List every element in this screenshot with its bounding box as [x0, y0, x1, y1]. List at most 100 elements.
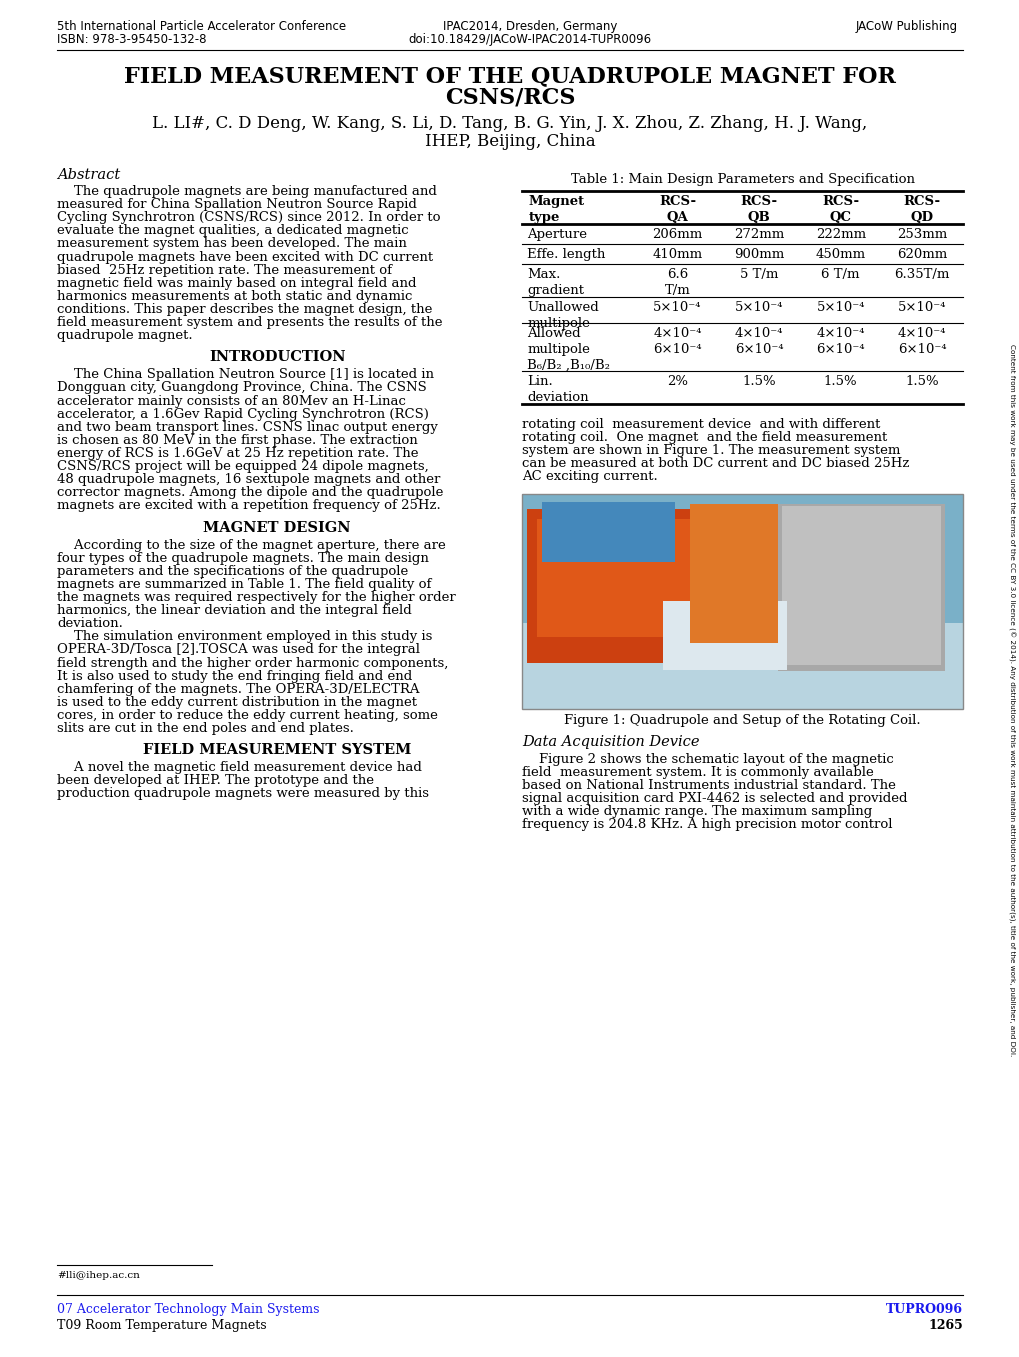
Text: RCS-
QC: RCS- QC [821, 195, 858, 224]
Text: Table 1: Main Design Parameters and Specification: Table 1: Main Design Parameters and Spec… [571, 172, 914, 186]
Text: quadrupole magnet.: quadrupole magnet. [57, 330, 193, 342]
Text: 4×10⁻⁴
6×10⁻⁴: 4×10⁻⁴ 6×10⁻⁴ [897, 327, 946, 356]
Text: 1.5%: 1.5% [742, 375, 775, 388]
Text: and two beam transport lines. CSNS linac output energy: and two beam transport lines. CSNS linac… [57, 421, 437, 434]
Text: 4×10⁻⁴
6×10⁻⁴: 4×10⁻⁴ 6×10⁻⁴ [652, 327, 701, 356]
Text: production quadrupole magnets were measured by this: production quadrupole magnets were measu… [57, 787, 429, 801]
Text: 253mm: 253mm [897, 228, 947, 242]
Text: 450mm: 450mm [815, 248, 865, 261]
Text: 410mm: 410mm [652, 248, 702, 261]
Text: parameters and the specifications of the quadrupole: parameters and the specifications of the… [57, 565, 408, 578]
Text: doi:10.18429/JACoW-IPAC2014-TUPR0096: doi:10.18429/JACoW-IPAC2014-TUPR0096 [408, 33, 651, 46]
Text: According to the size of the magnet aperture, there are: According to the size of the magnet aper… [57, 539, 445, 551]
Text: #lli@ihep.ac.cn: #lli@ihep.ac.cn [57, 1272, 140, 1280]
Text: biased  25Hz repetition rate. The measurement of: biased 25Hz repetition rate. The measure… [57, 263, 391, 277]
Text: INTRODUCTION: INTRODUCTION [209, 350, 345, 364]
Text: magnetic field was mainly based on integral field and: magnetic field was mainly based on integ… [57, 277, 416, 290]
Text: can be measured at both DC current and DC biased 25Hz: can be measured at both DC current and D… [522, 457, 909, 471]
Text: 6.6
T/m: 6.6 T/m [664, 267, 690, 297]
Text: signal acquisition card PXI-4462 is selected and provided: signal acquisition card PXI-4462 is sele… [522, 792, 907, 805]
Text: magnets are excited with a repetition frequency of 25Hz.: magnets are excited with a repetition fr… [57, 499, 440, 513]
Text: system are shown in Figure 1. The measurement system: system are shown in Figure 1. The measur… [522, 444, 900, 457]
Text: accelerator mainly consists of an 80Mev an H-Linac: accelerator mainly consists of an 80Mev … [57, 395, 406, 407]
Text: 4×10⁻⁴
6×10⁻⁴: 4×10⁻⁴ 6×10⁻⁴ [815, 327, 864, 356]
Text: rotating coil.  One magnet  and the field measurement: rotating coil. One magnet and the field … [522, 432, 887, 444]
Text: is used to the eddy current distribution in the magnet: is used to the eddy current distribution… [57, 696, 417, 708]
Text: MAGNET DESIGN: MAGNET DESIGN [203, 521, 351, 535]
Text: deviation.: deviation. [57, 617, 122, 630]
Text: 6.35T/m: 6.35T/m [894, 267, 949, 281]
Text: FIELD MEASUREMENT SYSTEM: FIELD MEASUREMENT SYSTEM [143, 744, 411, 757]
Text: measured for China Spallation Neutron Source Rapid: measured for China Spallation Neutron So… [57, 198, 417, 212]
Text: Abstract: Abstract [57, 168, 120, 182]
Bar [662, 601, 786, 670]
Text: 5×10⁻⁴: 5×10⁻⁴ [734, 301, 783, 313]
Bar [527, 509, 725, 664]
Text: It is also used to study the end fringing field and end: It is also used to study the end fringin… [57, 669, 412, 683]
Text: Data Acquisition Device: Data Acquisition Device [522, 734, 699, 749]
Text: RCS-
QD: RCS- QD [903, 195, 940, 224]
Text: Effe. length: Effe. length [527, 248, 605, 261]
Text: CSNS/RCS: CSNS/RCS [444, 85, 575, 109]
Text: harmonics measurements at both static and dynamic: harmonics measurements at both static an… [57, 290, 412, 303]
Text: Figure 2 shows the schematic layout of the magnetic: Figure 2 shows the schematic layout of t… [522, 753, 894, 765]
Text: evaluate the magnet qualities, a dedicated magnetic: evaluate the magnet qualities, a dedicat… [57, 224, 409, 237]
Text: Lin.
deviation: Lin. deviation [527, 375, 589, 404]
Text: RCS-
QA: RCS- QA [658, 195, 696, 224]
Bar [689, 503, 777, 643]
Text: 48 quadrupole magnets, 16 sextupole magnets and other: 48 quadrupole magnets, 16 sextupole magn… [57, 474, 440, 486]
Text: is chosen as 80 MeV in the first phase. The extraction: is chosen as 80 MeV in the first phase. … [57, 434, 418, 446]
Text: rotating coil  measurement device  and with different: rotating coil measurement device and wit… [522, 418, 880, 432]
Text: been developed at IHEP. The prototype and the: been developed at IHEP. The prototype an… [57, 775, 374, 787]
Bar [542, 502, 674, 562]
Text: frequency is 204.8 KHz. A high precision motor control: frequency is 204.8 KHz. A high precision… [522, 818, 892, 832]
Text: 1265: 1265 [927, 1319, 962, 1333]
Text: slits are cut in the end poles and end plates.: slits are cut in the end poles and end p… [57, 722, 354, 735]
Text: IHEP, Beijing, China: IHEP, Beijing, China [424, 133, 595, 151]
Text: conditions. This paper describes the magnet design, the: conditions. This paper describes the mag… [57, 303, 432, 316]
Text: TUPRO096: TUPRO096 [886, 1303, 962, 1316]
Text: FIELD MEASUREMENT OF THE QUADRUPOLE MAGNET FOR: FIELD MEASUREMENT OF THE QUADRUPOLE MAGN… [124, 65, 895, 87]
Text: 5×10⁻⁴: 5×10⁻⁴ [897, 301, 946, 313]
Text: 272mm: 272mm [734, 228, 784, 242]
Text: IPAC2014, Dresden, Germany: IPAC2014, Dresden, Germany [442, 20, 616, 33]
Text: 900mm: 900mm [734, 248, 784, 261]
Text: L. LI#, C. D Deng, W. Kang, S. Li, D. Tang, B. G. Yin, J. X. Zhou, Z. Zhang, H. : L. LI#, C. D Deng, W. Kang, S. Li, D. Ta… [152, 115, 867, 132]
Text: T09 Room Temperature Magnets: T09 Room Temperature Magnets [57, 1319, 266, 1333]
Text: 5×10⁻⁴: 5×10⁻⁴ [815, 301, 864, 313]
Text: RCS-
QB: RCS- QB [740, 195, 776, 224]
Text: 07 Accelerator Technology Main Systems: 07 Accelerator Technology Main Systems [57, 1303, 319, 1316]
Text: 5×10⁻⁴: 5×10⁻⁴ [653, 301, 701, 313]
Text: 222mm: 222mm [815, 228, 865, 242]
Text: OPERA-3D/Tosca [2].TOSCA was used for the integral: OPERA-3D/Tosca [2].TOSCA was used for th… [57, 643, 420, 657]
Bar [782, 506, 941, 665]
Text: field strength and the higher order harmonic components,: field strength and the higher order harm… [57, 657, 448, 669]
Text: JACoW Publishing: JACoW Publishing [855, 20, 957, 33]
Text: Dongguan city, Guangdong Province, China. The CSNS: Dongguan city, Guangdong Province, China… [57, 381, 426, 395]
Text: corrector magnets. Among the dipole and the quadrupole: corrector magnets. Among the dipole and … [57, 486, 443, 499]
Text: 206mm: 206mm [652, 228, 702, 242]
Text: energy of RCS is 1.6GeV at 25 Hz repetition rate. The: energy of RCS is 1.6GeV at 25 Hz repetit… [57, 446, 418, 460]
Text: Unallowed
multipole: Unallowed multipole [527, 301, 599, 330]
Text: CSNS/RCS project will be equipped 24 dipole magnets,: CSNS/RCS project will be equipped 24 dip… [57, 460, 428, 474]
Text: ISBN: 978-3-95450-132-8: ISBN: 978-3-95450-132-8 [57, 33, 206, 46]
Text: accelerator, a 1.6Gev Rapid Cycling Synchrotron (RCS): accelerator, a 1.6Gev Rapid Cycling Sync… [57, 407, 428, 421]
Bar [522, 494, 962, 708]
Text: The quadrupole magnets are being manufactured and: The quadrupole magnets are being manufac… [57, 185, 436, 198]
Text: the magnets was required respectively for the higher order: the magnets was required respectively fo… [57, 590, 455, 604]
Text: quadrupole magnets have been excited with DC current: quadrupole magnets have been excited wit… [57, 251, 433, 263]
Bar [522, 623, 962, 708]
Text: Allowed
multipole
B₆/B₂ ,B₁₀/B₂: Allowed multipole B₆/B₂ ,B₁₀/B₂ [527, 327, 610, 372]
Text: 2%: 2% [666, 375, 688, 388]
Text: The China Spallation Neutron Source [1] is located in: The China Spallation Neutron Source [1] … [57, 368, 433, 381]
Text: 4×10⁻⁴
6×10⁻⁴: 4×10⁻⁴ 6×10⁻⁴ [734, 327, 783, 356]
Text: 620mm: 620mm [897, 248, 947, 261]
Bar [522, 494, 962, 708]
Text: Cycling Synchrotron (CSNS/RCS) since 2012. In order to: Cycling Synchrotron (CSNS/RCS) since 201… [57, 212, 440, 224]
Bar [777, 503, 945, 672]
Text: field measurement system and presents the results of the: field measurement system and presents th… [57, 316, 442, 330]
Text: with a wide dynamic range. The maximum sampling: with a wide dynamic range. The maximum s… [522, 805, 872, 818]
Text: 5th International Particle Accelerator Conference: 5th International Particle Accelerator C… [57, 20, 345, 33]
Text: Figure 1: Quadrupole and Setup of the Rotating Coil.: Figure 1: Quadrupole and Setup of the Ro… [564, 714, 920, 726]
Text: The simulation environment employed in this study is: The simulation environment employed in t… [57, 630, 432, 643]
